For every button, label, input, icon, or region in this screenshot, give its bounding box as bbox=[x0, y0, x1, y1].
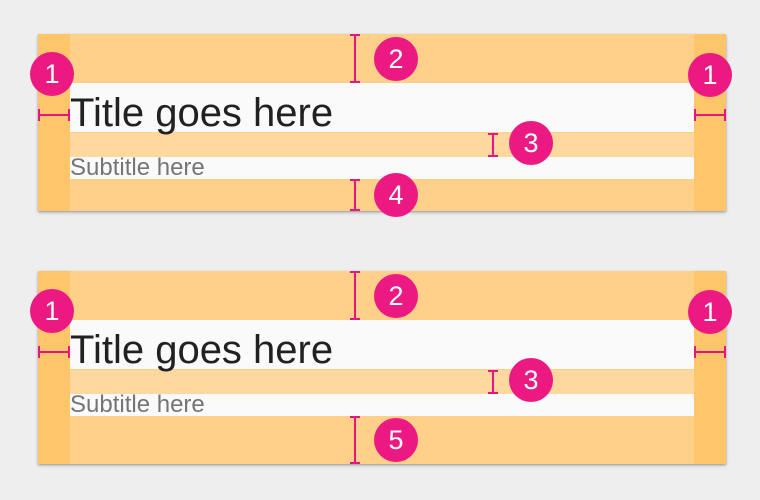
title-region bbox=[70, 83, 694, 132]
right-padding-measure bbox=[694, 346, 726, 358]
left-padding-measure bbox=[38, 346, 70, 358]
card-subtitle: Subtitle here bbox=[70, 391, 205, 418]
bottom-padding-measure bbox=[350, 179, 360, 211]
subtitle-band bbox=[38, 133, 726, 157]
callout-left-padding: 1 bbox=[30, 52, 74, 96]
top-padding-measure bbox=[350, 271, 360, 320]
card-subtitle: Subtitle here bbox=[70, 154, 205, 181]
bottom-padding-measure bbox=[350, 416, 360, 464]
callout-bottom-padding: 4 bbox=[374, 173, 418, 217]
card-title: Title goes here bbox=[70, 328, 334, 372]
callout-title-subtitle-gap: 3 bbox=[509, 121, 553, 165]
title-region bbox=[70, 320, 694, 369]
subtitle-band bbox=[38, 370, 726, 394]
callout-right-padding: 1 bbox=[688, 53, 732, 97]
card-title: Title goes here bbox=[70, 91, 334, 135]
callout-title-subtitle-gap: 3 bbox=[509, 358, 553, 402]
callout-right-padding: 1 bbox=[688, 290, 732, 334]
callout-top-padding: 2 bbox=[374, 37, 418, 81]
title-subtitle-gap-measure bbox=[488, 133, 498, 157]
top-padding-measure bbox=[350, 34, 360, 83]
callout-bottom-padding: 5 bbox=[374, 418, 418, 462]
left-padding-measure bbox=[38, 109, 70, 121]
right-padding-measure bbox=[694, 109, 726, 121]
callout-left-padding: 1 bbox=[30, 289, 74, 333]
title-subtitle-gap-measure bbox=[488, 370, 498, 394]
callout-top-padding: 2 bbox=[374, 274, 418, 318]
